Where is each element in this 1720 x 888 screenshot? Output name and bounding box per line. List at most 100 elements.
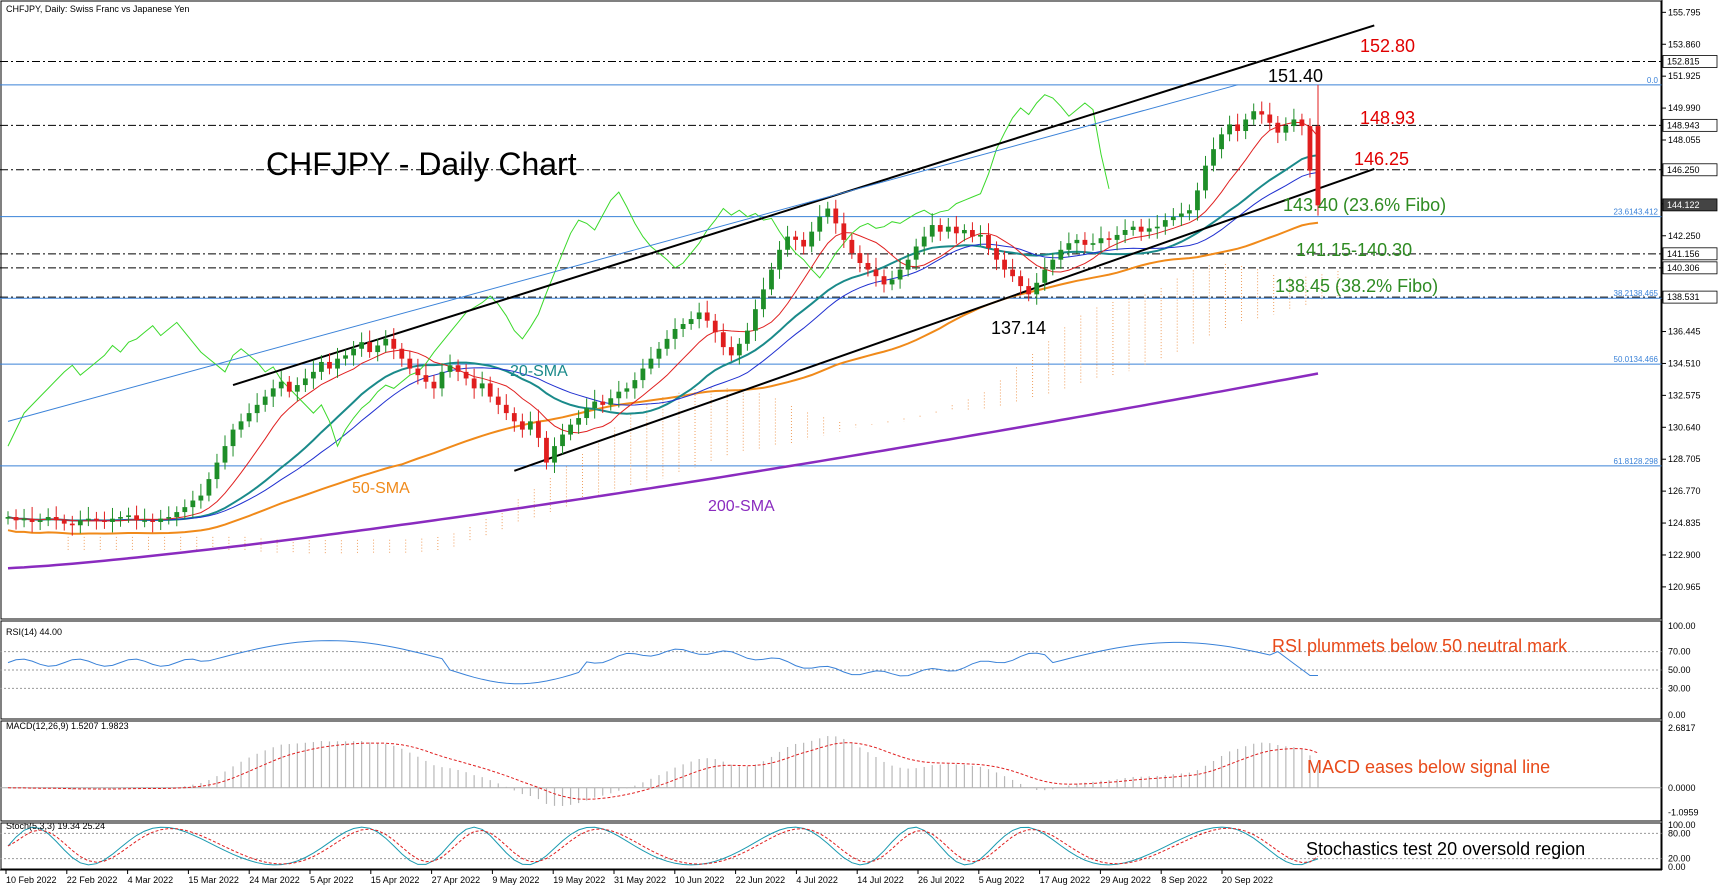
x-tick-label: 4 Mar 2022 <box>128 875 174 885</box>
macd-signal-line <box>7 742 1319 800</box>
candle-body <box>351 348 356 356</box>
candle-body <box>1114 234 1120 240</box>
candle-body <box>375 345 381 353</box>
x-tick-label: 19 May 2022 <box>553 875 605 885</box>
candle-body <box>463 371 469 379</box>
y-tick-label: 132.575 <box>1668 390 1701 400</box>
candle-body <box>1106 238 1112 240</box>
candle-body <box>793 236 799 240</box>
candle-body <box>1090 243 1096 245</box>
candle-body <box>608 398 614 405</box>
candle-body <box>359 342 365 349</box>
candle-body <box>568 424 573 435</box>
candle-body <box>744 330 750 344</box>
candle-body <box>1299 119 1305 127</box>
candle-body <box>102 520 107 522</box>
candle-body <box>294 385 300 392</box>
candle-body <box>544 437 549 463</box>
y-tick-label: 130.640 <box>1668 422 1701 432</box>
candle-body <box>1058 249 1064 260</box>
candle-body <box>552 446 557 463</box>
y-tick-label: 126.770 <box>1668 486 1701 496</box>
candle-body <box>929 225 935 237</box>
x-tick-label: 9 May 2022 <box>492 875 539 885</box>
candle-body <box>624 388 630 392</box>
candle-body <box>753 309 758 331</box>
y-tick-label: 120.965 <box>1668 582 1701 592</box>
candle-body <box>311 371 316 379</box>
pane-border <box>0 822 1662 870</box>
candle-body <box>487 383 493 397</box>
candle-body <box>688 319 694 325</box>
candle-body <box>978 234 983 237</box>
candle-body <box>1170 216 1176 221</box>
candle-body <box>1251 111 1257 120</box>
candle-body <box>905 259 911 270</box>
candle-body <box>302 378 308 386</box>
candle-body <box>134 515 139 521</box>
candle-body <box>254 404 260 414</box>
candle-body <box>592 401 598 409</box>
candle-body <box>1211 149 1216 166</box>
series-layer <box>7 24 1375 570</box>
candle-body <box>319 361 324 372</box>
candle-body <box>560 434 565 447</box>
candle-body <box>29 518 35 522</box>
candle-body <box>431 381 437 389</box>
candle-body <box>335 358 340 369</box>
candle-body <box>600 401 606 405</box>
x-tick-label: 24 Mar 2022 <box>249 875 300 885</box>
candle-body <box>1162 220 1168 227</box>
x-tick-label: 14 Jul 2022 <box>857 875 904 885</box>
candle-body <box>640 368 646 381</box>
candle-body <box>13 517 19 521</box>
y-tick-label: 155.795 <box>1668 7 1701 17</box>
candle-body <box>777 249 782 270</box>
candle-body <box>921 236 927 247</box>
price-box-label: 148.943 <box>1667 120 1700 130</box>
candle-body <box>503 404 509 414</box>
candle-body <box>865 262 871 270</box>
candle-body <box>423 375 429 382</box>
stoch-label: Stoch(5,3,3) 19.34 25.24 <box>6 821 105 831</box>
candle-body <box>970 229 975 237</box>
fibo-label: 61.8128.298 <box>1614 457 1659 466</box>
candle-body <box>881 276 887 285</box>
extreme-label: 137.14 <box>991 318 1046 338</box>
x-tick-label: 20 Sep 2022 <box>1222 875 1273 885</box>
candles-layer <box>5 84 1321 536</box>
chart-title: CHFJPY - Daily Chart <box>266 146 577 182</box>
candle-body <box>833 208 839 224</box>
candle-body <box>391 338 397 349</box>
candle-body <box>37 520 43 522</box>
candle-body <box>785 236 790 250</box>
candle-body <box>1010 269 1015 277</box>
fibo-label: 38.2138.465 <box>1614 289 1659 298</box>
x-tick-label: 8 Sep 2022 <box>1161 875 1207 885</box>
candle-body <box>680 324 686 329</box>
sma-label: 20-SMA <box>510 363 568 380</box>
sma-label: 200-SMA <box>708 498 775 515</box>
candle-body <box>1138 226 1144 232</box>
rsi-annotation: RSI plummets below 50 neutral mark <box>1272 636 1568 656</box>
candle-body <box>616 391 622 399</box>
pane-border <box>0 720 1662 822</box>
candle-body <box>672 328 678 339</box>
price-box <box>1662 261 1718 275</box>
price-box <box>1662 118 1718 132</box>
macd-annotation: MACD eases below signal line <box>1307 757 1550 777</box>
x-tick-label: 4 Jul 2022 <box>796 875 838 885</box>
candle-body <box>222 446 228 463</box>
candle-body <box>873 269 879 277</box>
candle-body <box>584 408 590 419</box>
candle-body <box>704 312 710 321</box>
rsi-line <box>7 640 1318 685</box>
candle-body <box>278 381 284 389</box>
candle-body <box>190 500 196 508</box>
channel-upper-line <box>232 24 1375 387</box>
level-label: 138.45 (38.2% Fibo) <box>1275 276 1438 296</box>
price-box-label: 152.815 <box>1667 56 1700 66</box>
candle-body <box>761 289 766 310</box>
ichimoku-cloud <box>67 263 1339 554</box>
kijun-line <box>7 171 1319 522</box>
